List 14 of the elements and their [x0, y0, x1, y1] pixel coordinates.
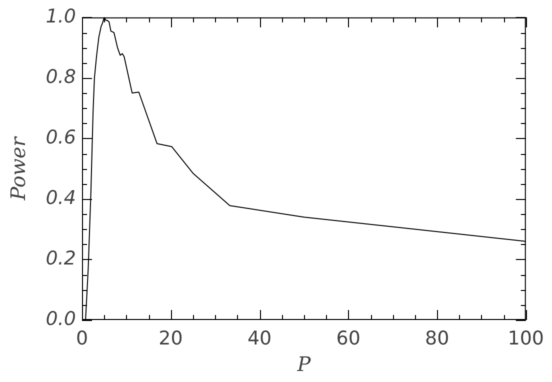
y-tick-label: 0.6: [46, 126, 76, 148]
x-tick-label: 100: [508, 327, 544, 350]
y-tick-label: 0.4: [46, 186, 76, 209]
y-tick-label: 0.8: [46, 66, 76, 88]
x-tick-label: 40: [247, 327, 272, 350]
x-tick-label: 20: [158, 327, 183, 350]
x-axis-title: P: [296, 352, 312, 376]
y-axis-title: Power: [6, 136, 30, 202]
x-tick-label: 0: [76, 327, 88, 350]
y-tick-label: 0.2: [46, 247, 76, 270]
y-tick-label: 0.0: [46, 308, 76, 330]
y-tick-label: 1.0: [46, 5, 76, 28]
x-tick-label: 80: [425, 327, 450, 350]
x-tick-label: 60: [336, 327, 360, 350]
